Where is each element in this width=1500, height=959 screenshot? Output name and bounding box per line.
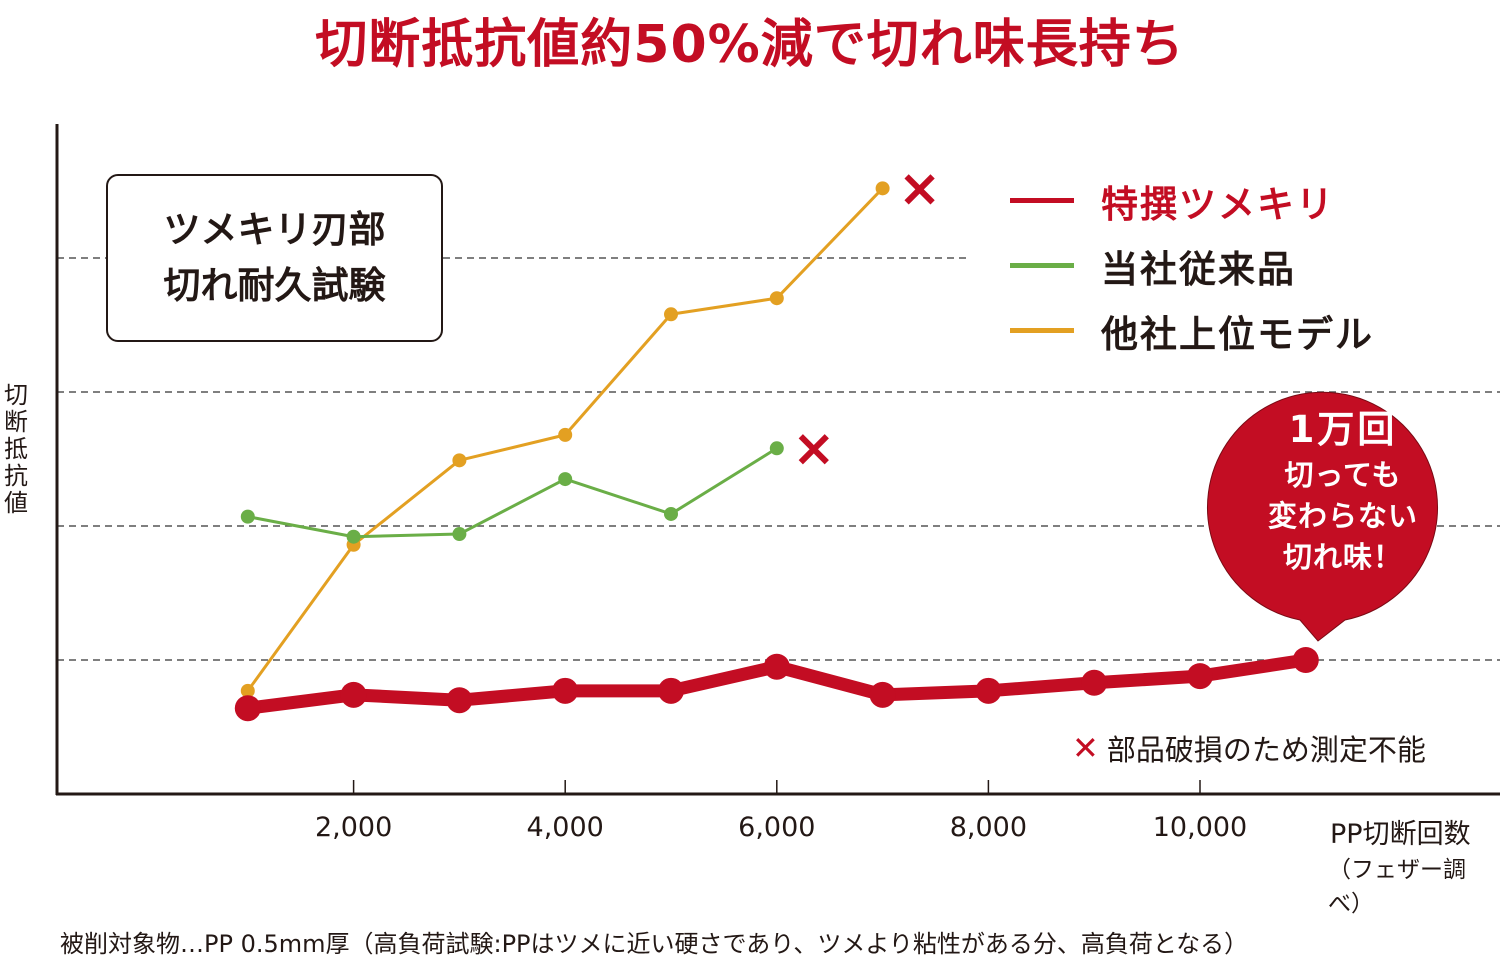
data-point — [346, 529, 361, 544]
bubble-line2: 切っても — [1284, 458, 1402, 492]
data-point — [875, 181, 890, 196]
cross-stroke — [798, 434, 829, 465]
legend-swatch-red — [1010, 198, 1074, 203]
data-point — [1292, 647, 1319, 673]
x-axis-label: PP切断回数 — [1330, 819, 1471, 850]
data-point — [240, 509, 255, 524]
cross-icon — [904, 174, 935, 205]
data-point — [240, 683, 255, 698]
data-point — [763, 653, 790, 680]
x-tick-label: 6,000 — [738, 812, 816, 843]
data-point — [234, 695, 261, 722]
series-layer — [234, 181, 1319, 722]
cross-stroke — [904, 174, 935, 205]
x-tick-label: 8,000 — [949, 812, 1028, 843]
cross-icon — [798, 434, 829, 465]
test-title-box: ツメキリ刃部 切れ耐久試験 — [106, 174, 443, 342]
broken-markers — [798, 174, 935, 465]
data-point — [340, 681, 367, 708]
test-title-line1: ツメキリ刃部 — [163, 208, 386, 251]
legend-item-red: 特撰ツメキリ — [1010, 168, 1374, 233]
legend: 特撰ツメキリ 当社従来品 他社上位モデル — [1010, 168, 1374, 363]
data-point — [558, 472, 573, 487]
data-point — [1187, 663, 1213, 690]
legend-swatch-orange — [1010, 328, 1074, 333]
bubble-line4: 切れ味！ — [1282, 540, 1403, 574]
footnote: 被削対象物…PP 0.5mm厚（高負荷試験:PPはツメに近い硬さであり、ツメより… — [60, 930, 1249, 958]
data-point — [446, 687, 473, 714]
x-tick-label: 10,000 — [1152, 812, 1248, 843]
legend-swatch-green — [1010, 263, 1074, 268]
speech-bubble — [1207, 391, 1438, 642]
speech-bubble-shape — [1207, 391, 1438, 642]
speech-bubble-text: 1万回 切っても 変わらない 切れ味！ — [1228, 405, 1458, 578]
bubble-line1: 1万回 — [1288, 408, 1398, 451]
data-point — [452, 527, 467, 542]
cross-icon: ✕ — [1072, 729, 1099, 767]
data-point — [658, 677, 684, 704]
data-point — [769, 441, 784, 456]
legend-label: 当社従来品 — [1101, 247, 1296, 291]
legend-label: 特撰ツメキリ — [1101, 182, 1335, 226]
y-axis-label: 切断抵抗値 — [2, 382, 30, 517]
data-point — [452, 453, 467, 468]
legend-item-green: 当社従来品 — [1010, 233, 1374, 298]
series-line-1 — [247, 447, 778, 539]
data-point — [552, 677, 579, 704]
bubble-line3: 変わらない — [1267, 499, 1418, 533]
legend-item-orange: 他社上位モデル — [1010, 298, 1374, 363]
data-point — [664, 307, 678, 322]
data-point — [975, 677, 1002, 704]
legend-label: 他社上位モデル — [1101, 312, 1374, 356]
data-point — [1081, 669, 1108, 696]
y-axis-label-text: 切断抵抗値 — [4, 381, 28, 517]
data-point — [869, 681, 896, 708]
x-axis-source: （フェザー調べ） — [1328, 857, 1466, 917]
x-tick-label: 4,000 — [526, 812, 604, 843]
test-title-line2: 切れ耐久試験 — [163, 264, 386, 307]
axes — [55, 124, 1500, 796]
data-point — [558, 427, 573, 442]
broken-note-text: 部品破損のため測定不能 — [1106, 733, 1426, 767]
data-point — [664, 506, 678, 521]
chart-title: 切断抵抗値約50%減で切れ味長持ち — [315, 15, 1185, 75]
x-tick-label: 2,000 — [314, 812, 393, 843]
data-point — [769, 291, 784, 306]
broken-note: ✕ 部品破損のため測定不能 — [1072, 727, 1426, 769]
